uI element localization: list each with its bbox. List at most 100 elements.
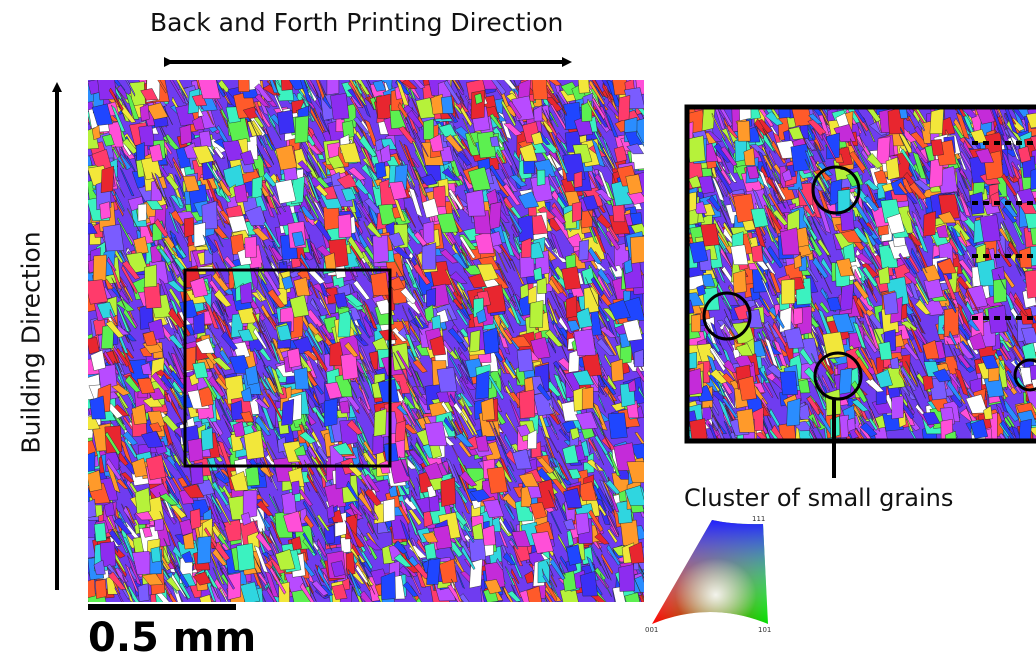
grain [474,93,483,105]
grain [625,174,643,195]
grain [268,189,282,215]
grain [317,538,327,559]
grain [555,458,565,481]
grain [88,279,108,305]
grain [602,82,613,104]
grain [526,585,542,602]
grain [359,345,374,374]
grain [396,80,409,106]
grain [212,357,232,371]
grain [88,578,96,598]
grain [550,291,564,319]
grain [259,135,268,151]
grain [405,226,422,245]
grain [503,80,517,90]
grain [151,371,170,392]
grain [500,131,510,152]
grain [503,585,514,602]
grain [178,498,188,518]
grain [308,583,317,602]
grain [121,346,135,374]
grain [114,585,124,602]
grain [308,191,318,211]
grain [601,365,609,382]
grain [303,514,314,529]
grain [597,485,613,514]
grain [597,267,611,285]
grain [217,179,232,197]
grain [263,221,281,249]
grain [158,248,172,264]
grain [104,425,123,454]
grain [382,498,396,523]
grain [1015,263,1022,277]
zoomed-ebsd-map [687,107,1036,441]
grain [142,395,163,408]
grain [498,517,510,535]
grain [319,297,326,310]
grain [363,488,376,515]
grain [270,341,281,365]
grain [452,80,461,91]
grain [256,507,270,532]
grain [536,169,546,186]
grain [592,402,608,431]
grain [214,300,224,316]
grain [202,234,214,256]
grain [498,263,510,285]
grain [346,480,359,501]
grain [347,235,365,260]
grain [578,239,589,261]
grain [305,193,319,220]
grain [215,504,227,528]
grain [816,320,824,333]
grain [511,530,531,547]
grain [575,307,593,329]
grain [765,111,784,126]
grain [544,436,556,460]
grain [461,377,476,405]
grain [281,398,295,426]
grain [254,83,273,102]
grain [482,327,500,355]
grain [358,434,367,453]
grain [486,466,508,494]
grain [230,400,243,421]
grain [360,397,375,428]
grain [118,288,131,304]
grain [213,541,230,561]
grain [608,225,620,244]
grain [459,235,476,259]
grain [608,489,620,513]
grain [460,106,473,127]
grain [502,222,511,240]
grain [458,440,472,458]
grain [529,502,548,520]
grain [503,122,523,137]
grain [88,415,101,430]
grain [270,366,285,396]
grain [90,349,106,371]
grain [123,285,133,303]
grain [313,391,320,406]
grain [144,264,157,288]
grain [504,356,517,377]
grain [254,415,272,436]
grain [633,349,644,368]
grain [501,250,511,269]
grain [408,307,423,336]
grain [326,504,335,520]
grain [151,172,166,201]
grain [260,188,269,205]
grain [140,362,152,375]
grain [415,277,423,297]
grain [399,456,410,477]
grain [408,449,425,466]
grain [363,538,383,551]
grain [172,346,185,371]
grain [380,571,396,600]
grain [414,441,431,467]
grain [182,483,205,499]
grain [242,489,258,519]
grain [294,115,309,144]
